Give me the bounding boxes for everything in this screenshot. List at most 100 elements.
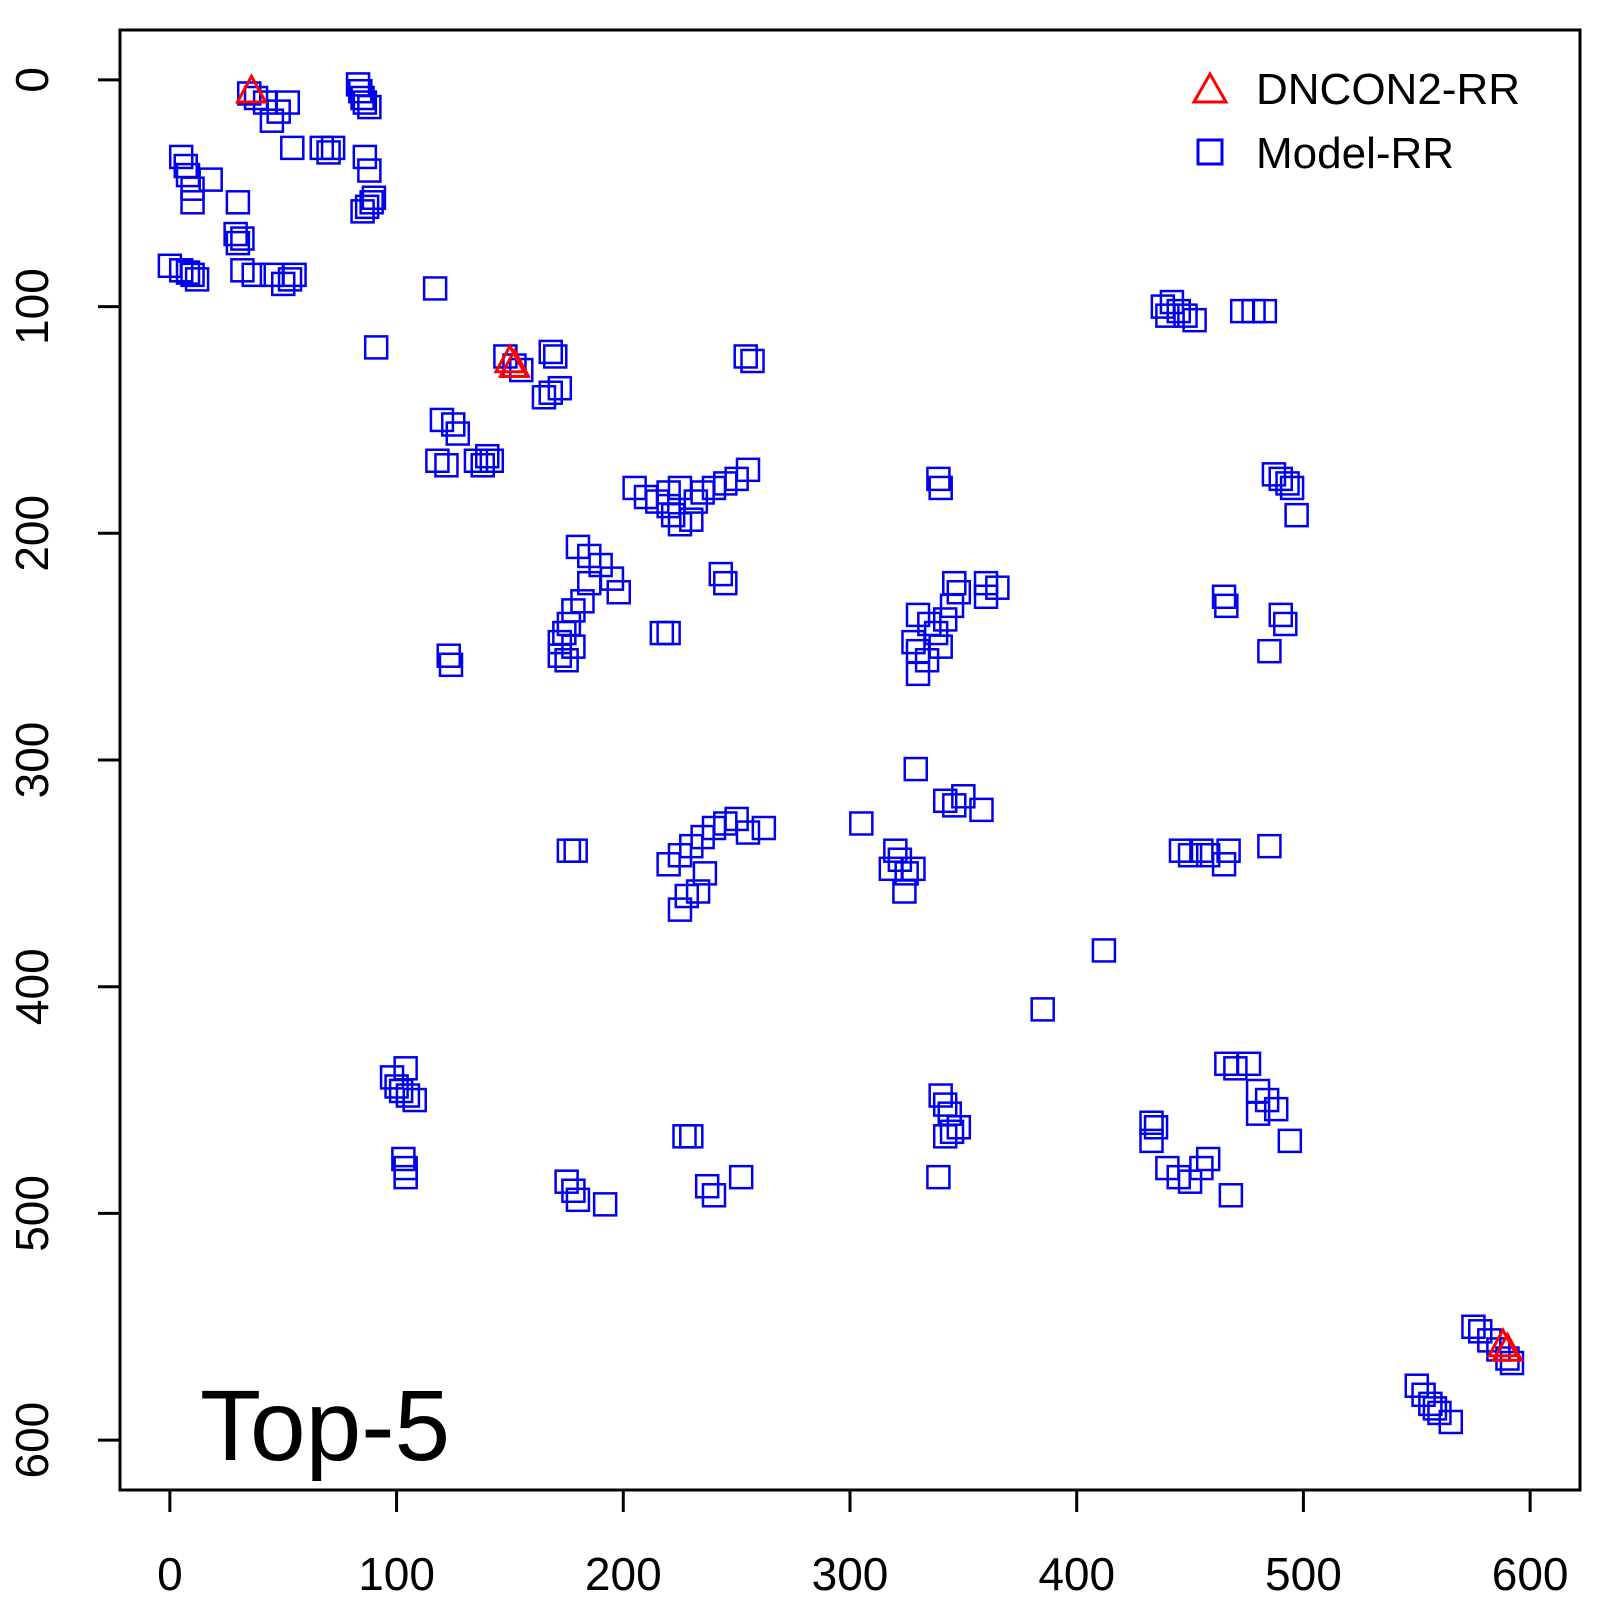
model-rr-point <box>445 421 471 446</box>
model-rr-point <box>438 652 464 678</box>
model-rr-point <box>1189 1155 1214 1181</box>
model-rr-point <box>1284 502 1309 528</box>
x-tick-label: 300 <box>812 1548 889 1600</box>
model-rr-point <box>969 797 994 823</box>
model-rr-point <box>656 620 681 646</box>
model-rr-point <box>735 820 761 845</box>
x-tick-label: 200 <box>585 1548 662 1600</box>
model-rr-point <box>198 167 223 192</box>
model-rr-point <box>1168 838 1194 863</box>
legend-label-dncon2-rr: DNCON2-RR <box>1256 65 1520 114</box>
legend-triangle-icon <box>1191 70 1229 104</box>
model-rr-point <box>1257 638 1282 664</box>
model-rr-point <box>928 1083 953 1108</box>
model-rr-point <box>1263 1096 1289 1122</box>
model-rr-point <box>1143 1115 1169 1140</box>
x-tick-label: 500 <box>1265 1548 1342 1600</box>
model-rr-point <box>1275 471 1300 496</box>
model-rr-point <box>1467 1319 1493 1344</box>
model-rr-point <box>1273 611 1298 637</box>
y-tick-label: 200 <box>6 495 58 572</box>
model-rr-point <box>649 620 675 646</box>
model-rr-point <box>475 443 500 469</box>
model-rr-point <box>425 448 450 473</box>
model-rr-point <box>1189 838 1214 863</box>
model-rr-point <box>946 1115 972 1140</box>
model-rr-point <box>395 1083 421 1108</box>
model-rr-point <box>1211 584 1237 610</box>
model-rr-point <box>538 380 563 405</box>
model-rr-point <box>320 135 346 161</box>
model-rr-point <box>942 793 967 818</box>
model-rr-point <box>259 108 285 133</box>
model-rr-point <box>1139 1128 1164 1154</box>
model-rr-point <box>1279 475 1305 501</box>
model-rr-point <box>175 260 201 285</box>
model-rr-point <box>266 99 291 124</box>
model-rr-point <box>361 185 387 211</box>
model-rr-point <box>928 634 953 659</box>
model-rr-point <box>422 276 448 301</box>
model-rr-point <box>561 634 586 659</box>
dncon2-rr-point <box>234 73 269 104</box>
model-rr-point <box>556 838 582 863</box>
model-rr-point <box>1173 303 1198 328</box>
model-rr-point <box>932 1092 958 1117</box>
model-rr-point <box>509 357 534 383</box>
model-rr-point <box>735 457 761 483</box>
model-rr-point <box>1091 938 1117 963</box>
model-rr-point <box>357 158 382 183</box>
model-rr-point <box>470 453 495 478</box>
model-rr-point <box>667 475 693 501</box>
model-rr-point <box>547 629 573 655</box>
model-rr-point <box>1495 1346 1520 1371</box>
model-rr-point <box>538 339 563 365</box>
model-rr-points <box>157 72 1525 1435</box>
y-axis: 0 100 200 300 400 500 600 <box>6 67 122 1478</box>
model-rr-point <box>1159 289 1185 315</box>
plot-frame <box>118 28 1582 1492</box>
model-rr-point <box>683 489 709 514</box>
model-rr-point <box>679 507 704 532</box>
model-rr-point <box>740 348 765 374</box>
model-rr-point <box>946 579 972 605</box>
model-rr-point <box>606 579 632 605</box>
x-tick-label: 400 <box>1038 1548 1115 1600</box>
model-rr-point <box>223 221 248 247</box>
model-rr-point <box>1155 303 1180 328</box>
model-rr-point <box>1404 1373 1430 1398</box>
model-rr-point <box>241 262 267 288</box>
model-rr-point <box>570 589 595 614</box>
model-rr-point <box>1477 1328 1502 1353</box>
panel-label: Top-5 <box>200 1370 450 1482</box>
model-rr-point <box>1461 1314 1486 1340</box>
model-rr-point <box>1139 1110 1164 1135</box>
legend-square-icon <box>1196 138 1224 166</box>
model-rr-point <box>180 190 205 215</box>
model-rr-point <box>180 176 205 201</box>
model-rr-point <box>667 897 693 922</box>
model-rr-point <box>932 1124 958 1149</box>
model-rr-point <box>692 861 718 886</box>
model-rr-point <box>713 570 738 596</box>
model-rr-point <box>901 629 926 655</box>
x-tick-label: 0 <box>157 1548 183 1600</box>
model-rr-point <box>1277 1128 1303 1154</box>
model-rr-point <box>1030 997 1055 1022</box>
model-rr-point <box>563 838 588 863</box>
model-rr-point <box>393 1164 418 1190</box>
model-rr-point <box>277 267 303 292</box>
model-rr-point <box>679 1124 704 1149</box>
model-rr-point <box>951 784 976 809</box>
model-rr-point <box>402 1087 427 1113</box>
model-rr-point <box>942 570 967 596</box>
model-rr-point <box>1211 852 1237 877</box>
model-rr-point <box>282 262 307 288</box>
model-rr-point <box>905 661 931 687</box>
model-rr-point <box>225 230 251 256</box>
model-rr-point <box>903 756 928 782</box>
model-rr-point <box>441 412 466 437</box>
y-tick-label: 100 <box>6 268 58 345</box>
model-rr-point <box>1268 602 1293 628</box>
